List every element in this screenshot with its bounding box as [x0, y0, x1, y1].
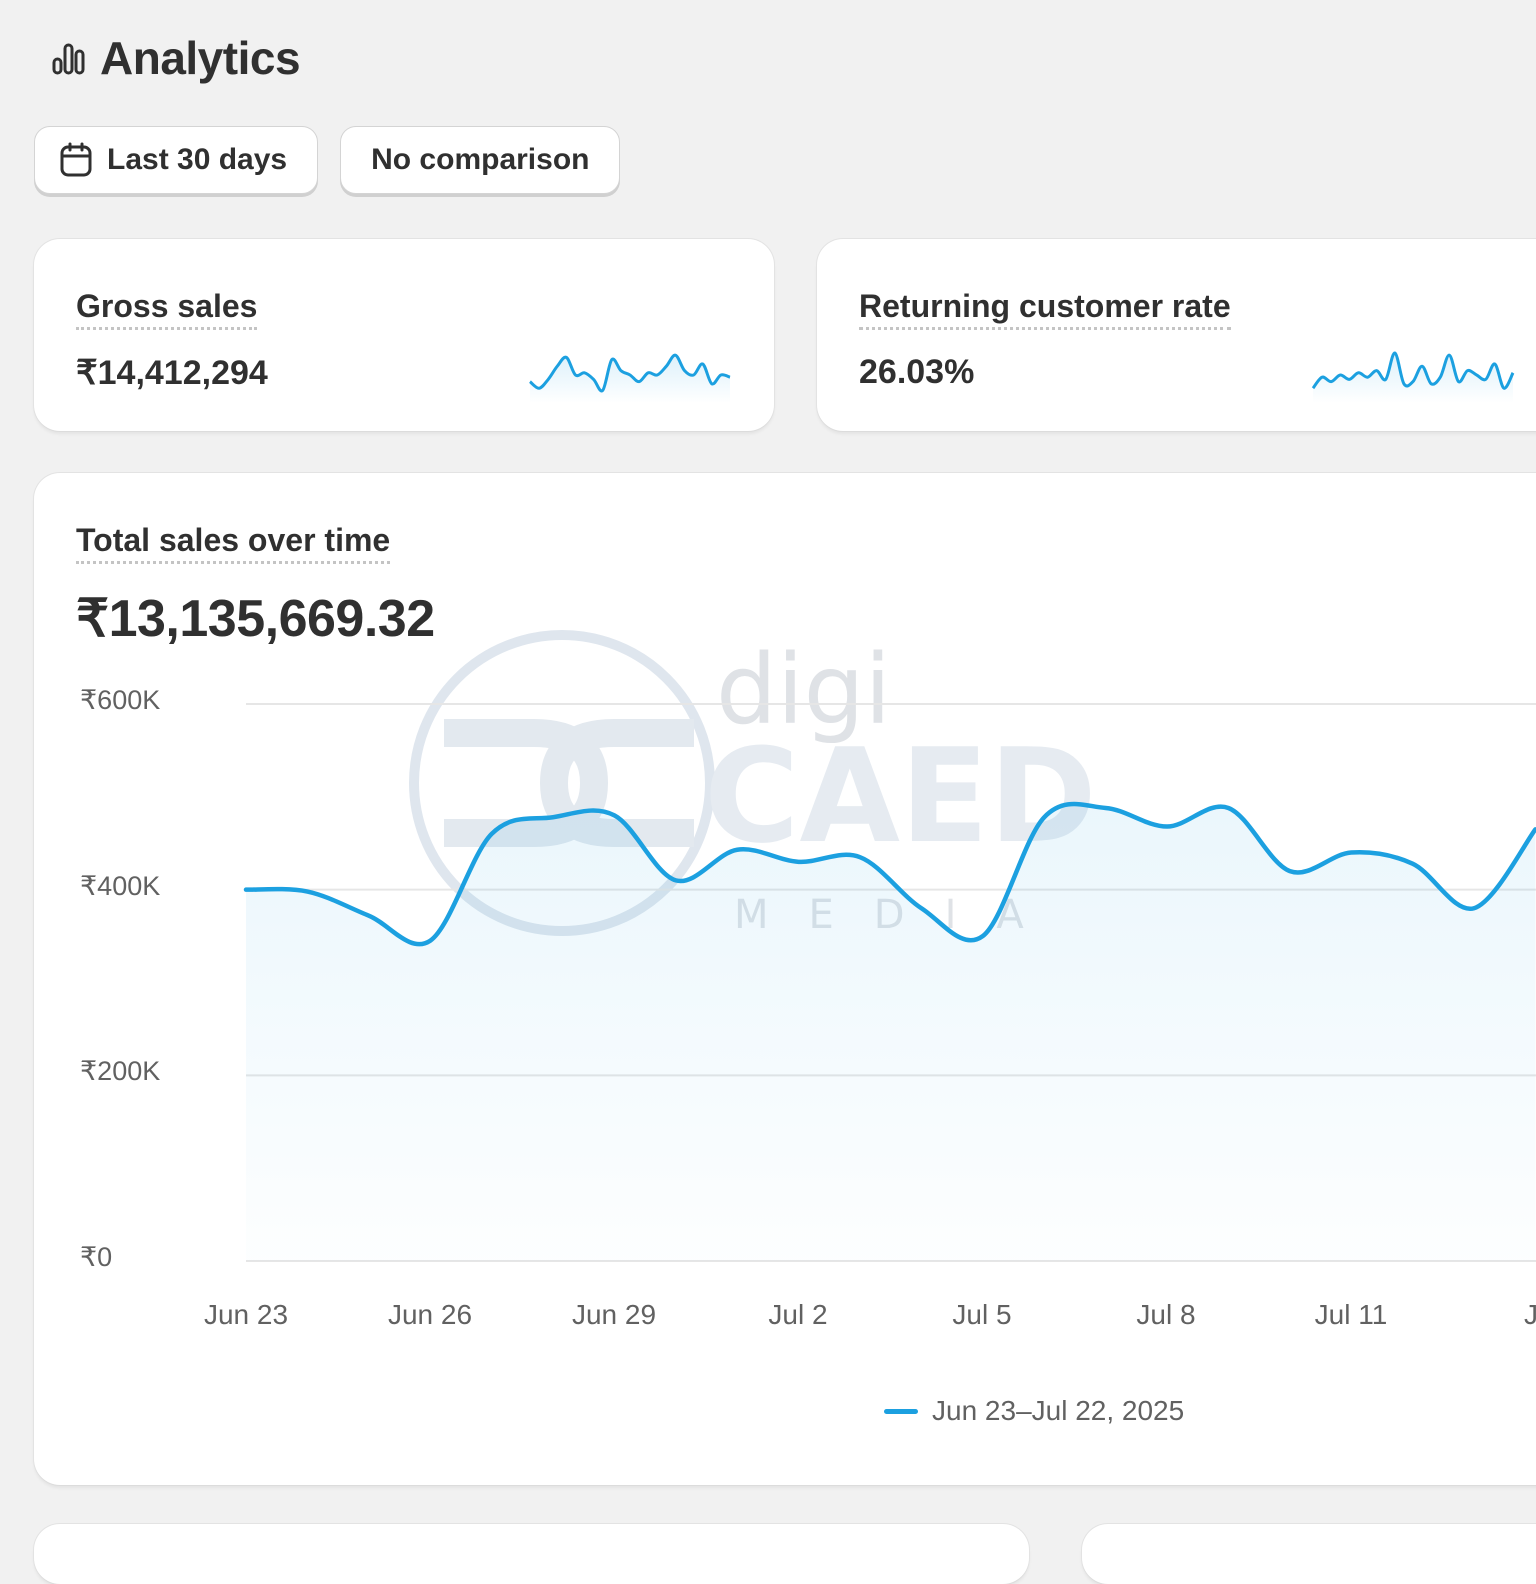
- total-sales-title[interactable]: Total sales over time: [76, 521, 391, 564]
- bottom-right-card: [1082, 1524, 1536, 1584]
- returning-rate-title[interactable]: Returning customer rate: [859, 287, 1231, 330]
- chart-legend[interactable]: Jun 23–Jul 22, 2025: [884, 1395, 1184, 1427]
- y-tick-label: ₹400K: [80, 871, 161, 901]
- data-point[interactable]: [666, 870, 686, 890]
- comparison-button[interactable]: No comparison: [340, 126, 621, 194]
- gross-sales-title[interactable]: Gross sales: [76, 287, 258, 330]
- gross-sales-sparkline: [529, 353, 731, 403]
- x-tick-label: Jul: [1524, 1299, 1536, 1330]
- data-point[interactable]: [543, 807, 563, 827]
- calendar-icon: [60, 142, 92, 177]
- page-header: Analytics: [52, 30, 301, 86]
- sparkline-area: [530, 355, 730, 403]
- total-sales-card: Total sales over time ₹13,135,669.32 dig…: [34, 473, 1536, 1485]
- data-point[interactable]: [973, 926, 993, 946]
- data-point[interactable]: [236, 880, 256, 900]
- data-point[interactable]: [911, 898, 931, 918]
- data-point[interactable]: [1403, 854, 1423, 874]
- data-point[interactable]: [1280, 861, 1300, 881]
- date-range-button[interactable]: Last 30 days: [34, 126, 319, 194]
- sales-line-chart: [236, 703, 1536, 1262]
- y-tick-label: ₹0: [80, 1242, 113, 1272]
- data-point[interactable]: [1341, 843, 1361, 863]
- data-point[interactable]: [1034, 807, 1054, 827]
- data-point[interactable]: [604, 805, 624, 825]
- comparison-label: No comparison: [371, 143, 590, 176]
- x-tick-label: Jul 8: [1136, 1299, 1196, 1330]
- series-area: [246, 804, 1536, 1261]
- series-line[interactable]: [243, 801, 1536, 947]
- data-point[interactable]: [482, 824, 502, 844]
- x-tick-label: Jun 23: [203, 1299, 289, 1330]
- sparkline-area: [1313, 352, 1513, 403]
- sparkline-line: [1311, 351, 1515, 390]
- date-range-label: Last 30 days: [107, 143, 288, 176]
- data-point[interactable]: [1464, 898, 1484, 918]
- data-point[interactable]: [420, 931, 440, 951]
- x-tick-label: Jun 29: [571, 1299, 657, 1330]
- x-tick-label: Jul 2: [768, 1299, 828, 1330]
- gross-sales-value: ₹14,412,294: [76, 354, 268, 392]
- returning-rate-card[interactable]: Returning customer rate 26.03%: [817, 239, 1536, 431]
- x-tick-label: Jul 5: [952, 1299, 1012, 1330]
- filter-toolbar: Last 30 days No comparison: [34, 126, 621, 194]
- y-tick-label: ₹600K: [80, 685, 161, 715]
- legend-swatch: [884, 1408, 918, 1414]
- page-title: Analytics: [100, 32, 301, 84]
- data-point[interactable]: [1525, 819, 1536, 839]
- data-point[interactable]: [359, 906, 379, 926]
- data-point[interactable]: [1096, 798, 1116, 818]
- legend-label: Jun 23–Jul 22, 2025: [932, 1395, 1185, 1426]
- data-point[interactable]: [727, 840, 747, 860]
- data-point[interactable]: [297, 882, 317, 902]
- data-point[interactable]: [1157, 817, 1177, 837]
- bottom-left-card: [34, 1524, 1029, 1584]
- returning-rate-value: 26.03%: [859, 353, 975, 391]
- x-tick-label: Jun 26: [387, 1299, 473, 1330]
- sparkline-line: [529, 353, 731, 393]
- returning-rate-sparkline: [1311, 351, 1515, 403]
- data-point[interactable]: [1218, 798, 1238, 818]
- y-tick-label: ₹200K: [80, 1056, 161, 1086]
- total-sales-value: ₹13,135,669.32: [76, 590, 435, 648]
- gross-sales-card[interactable]: Gross sales ₹14,412,294: [34, 239, 774, 431]
- x-tick-label: Jul 11: [1314, 1299, 1388, 1330]
- data-point[interactable]: [850, 847, 870, 867]
- data-point[interactable]: [789, 852, 809, 872]
- bar-chart-icon: [52, 43, 85, 75]
